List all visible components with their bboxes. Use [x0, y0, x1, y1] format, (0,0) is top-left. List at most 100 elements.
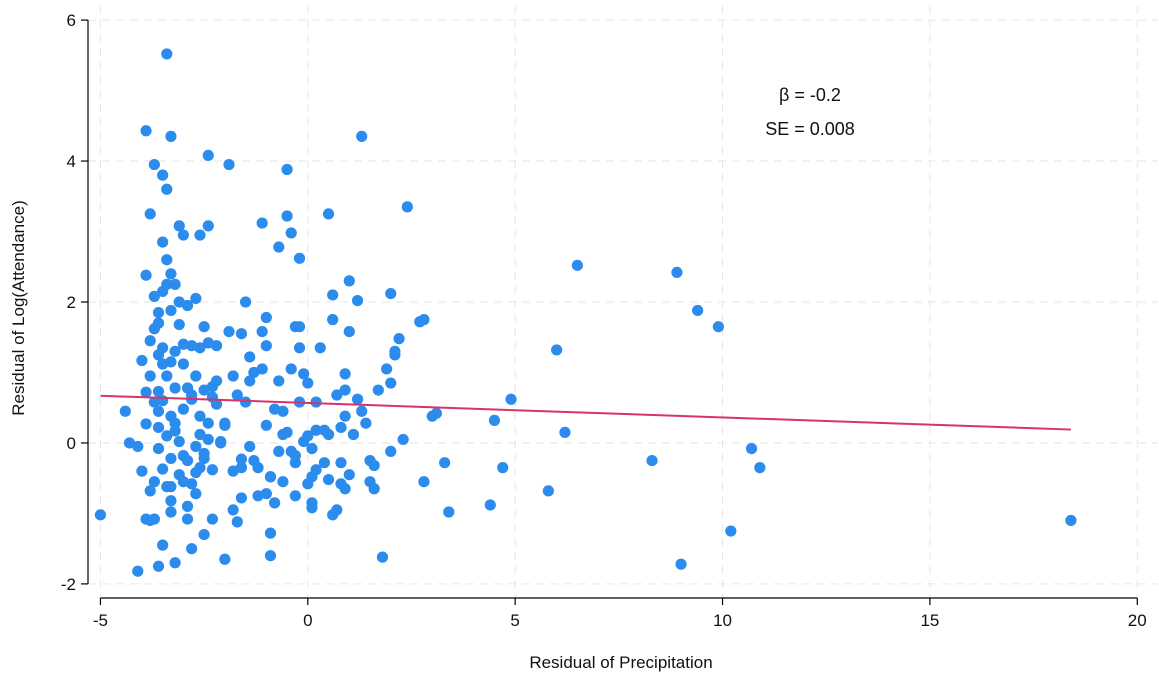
data-point [169, 417, 181, 429]
data-point [165, 304, 177, 317]
data-point [157, 358, 169, 370]
y-tick-label: 0 [67, 434, 76, 453]
data-point [152, 560, 165, 572]
data-point [177, 358, 189, 370]
data-point [173, 318, 185, 331]
data-point [148, 396, 160, 408]
data-point [157, 395, 169, 407]
data-point [181, 513, 194, 525]
data-point [285, 227, 297, 239]
data-point [223, 158, 235, 171]
data-point [671, 266, 683, 278]
data-point [343, 469, 355, 481]
data-point [181, 500, 194, 512]
data-point [136, 465, 148, 477]
data-point [144, 208, 156, 220]
data-point [281, 426, 293, 438]
data-point [306, 442, 318, 455]
data-point [165, 495, 177, 507]
data-point [144, 335, 156, 347]
data-point [244, 375, 256, 387]
data-point [488, 414, 501, 426]
data-point [439, 457, 451, 469]
x-tick-label: 15 [920, 611, 939, 630]
data-point [725, 525, 737, 537]
data-point [364, 454, 376, 467]
data-point [381, 363, 393, 375]
data-point [368, 483, 380, 495]
data-point [347, 428, 360, 441]
data-point [144, 370, 156, 382]
data-point [190, 440, 202, 453]
data-point [190, 466, 202, 479]
data-point [165, 481, 177, 493]
data-point [169, 382, 181, 394]
data-point [712, 321, 724, 333]
data-point [140, 269, 152, 281]
data-point [306, 497, 318, 509]
data-point [231, 389, 243, 401]
data-point [414, 316, 426, 328]
data-point [157, 169, 169, 181]
annotation-se: SE = 0.008 [765, 119, 855, 139]
data-point [754, 462, 766, 474]
data-point [331, 389, 343, 401]
data-point [157, 342, 169, 354]
data-point [140, 418, 152, 430]
data-point [165, 130, 177, 142]
x-axis-title: Residual of Precipitation [529, 653, 712, 672]
data-point [235, 453, 248, 465]
data-point [161, 430, 173, 442]
data-point [223, 326, 235, 338]
data-point [389, 345, 401, 357]
data-point [418, 476, 430, 488]
data-point [140, 125, 152, 137]
x-tick-label: -5 [93, 611, 108, 630]
data-point [327, 289, 339, 301]
data-point [310, 396, 322, 408]
data-point [202, 417, 214, 429]
data-point [244, 351, 256, 363]
data-point [256, 326, 268, 338]
data-point [198, 528, 210, 541]
data-point [173, 220, 185, 232]
data-point [335, 457, 347, 469]
data-point [231, 516, 243, 528]
data-point [165, 506, 177, 518]
y-tick-label: 4 [67, 152, 76, 171]
data-point [1065, 514, 1077, 527]
data-point [194, 342, 206, 354]
data-point [745, 442, 758, 455]
data-point [177, 403, 189, 415]
data-point [181, 299, 194, 312]
data-point [310, 464, 322, 476]
data-point [385, 287, 397, 300]
data-point [430, 407, 442, 419]
data-point [157, 463, 169, 475]
data-point [322, 428, 335, 441]
data-point [269, 497, 281, 509]
data-point [165, 268, 177, 280]
data-point [194, 428, 206, 441]
data-point [94, 509, 107, 521]
data-point [194, 410, 206, 422]
data-point [198, 321, 210, 333]
data-point [227, 370, 239, 382]
data-point [675, 558, 687, 570]
data-point [157, 236, 169, 248]
data-point [289, 457, 301, 469]
data-point [497, 462, 509, 474]
data-point [256, 217, 268, 229]
data-point [169, 278, 181, 290]
data-point [190, 292, 202, 305]
data-point [281, 210, 293, 222]
data-point [335, 478, 347, 490]
data-point [152, 442, 165, 455]
data-point [169, 345, 181, 357]
data-point [310, 424, 322, 436]
data-point [152, 385, 165, 398]
data-point [152, 421, 165, 434]
data-point [551, 344, 563, 356]
data-point [559, 426, 571, 438]
